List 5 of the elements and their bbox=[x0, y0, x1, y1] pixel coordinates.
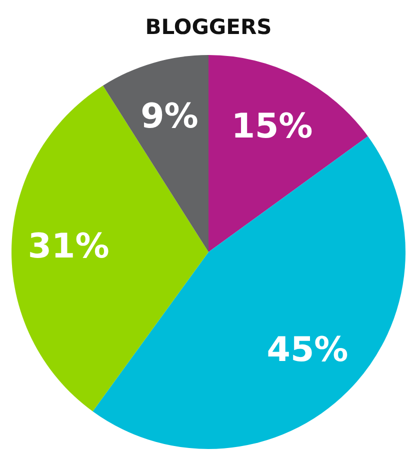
chart-title: BLOGGERS bbox=[145, 15, 272, 39]
data-label: 9% bbox=[140, 96, 198, 137]
data-label: 15% bbox=[231, 106, 313, 146]
data-label: 45% bbox=[266, 330, 348, 370]
data-label: 31% bbox=[28, 226, 110, 267]
